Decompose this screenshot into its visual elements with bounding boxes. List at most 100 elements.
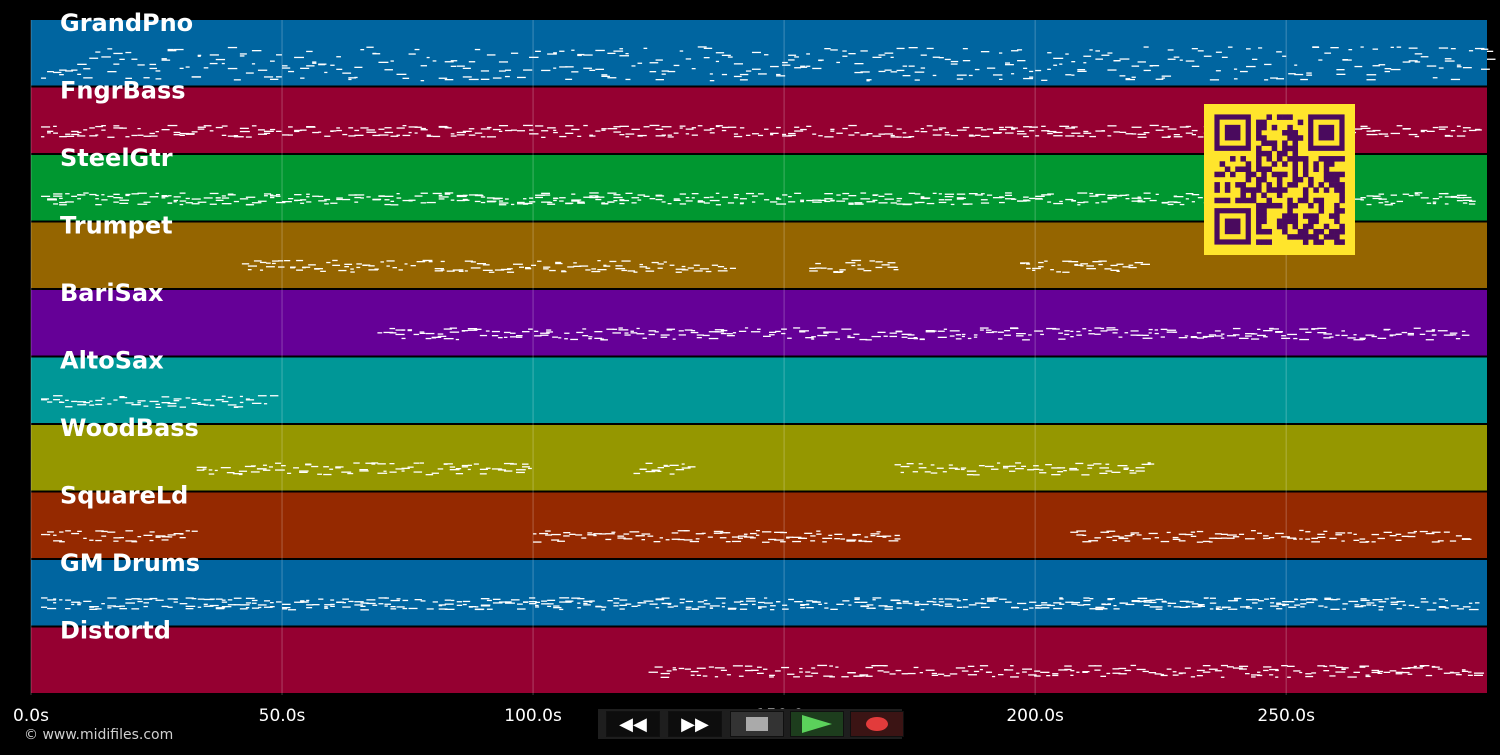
note-bar xyxy=(956,193,966,195)
note-bar xyxy=(655,128,664,130)
note-bar xyxy=(1112,672,1121,674)
note-bar xyxy=(1095,58,1103,60)
note-bar xyxy=(1083,604,1091,606)
note-bar xyxy=(324,135,331,137)
note-bar xyxy=(1353,339,1364,341)
play-button[interactable] xyxy=(790,711,844,737)
note-bar xyxy=(312,131,319,134)
note-bar xyxy=(1070,674,1074,676)
note-bar xyxy=(1125,194,1130,196)
note-bar xyxy=(655,59,663,61)
note-bar xyxy=(876,535,883,537)
note-bar xyxy=(1113,195,1123,197)
note-bar xyxy=(1059,200,1063,203)
note-bar xyxy=(269,60,275,62)
note-bar xyxy=(1197,50,1204,52)
note-bar xyxy=(889,673,896,675)
note-bar xyxy=(535,604,539,607)
note-bar xyxy=(547,605,552,607)
note-bar xyxy=(1141,463,1151,465)
note-bar xyxy=(396,197,402,199)
note-bar xyxy=(1040,333,1044,336)
note-bar xyxy=(1034,670,1041,672)
note-bar xyxy=(1461,670,1469,672)
note-bar xyxy=(726,335,735,337)
note-bar xyxy=(1312,46,1319,48)
note-bar xyxy=(800,199,805,201)
note-bar xyxy=(836,603,844,605)
note-bar xyxy=(1131,76,1136,78)
note-bar xyxy=(1010,676,1019,678)
record-button[interactable] xyxy=(850,711,904,737)
note-bar xyxy=(324,607,329,609)
note-bar xyxy=(914,604,920,606)
note-bar xyxy=(1353,539,1360,541)
note-bar xyxy=(1131,600,1140,602)
note-bar xyxy=(1106,530,1116,532)
note-bar xyxy=(1245,335,1252,337)
note-bar xyxy=(1118,667,1127,670)
note-bar xyxy=(1167,203,1174,206)
note-bar xyxy=(1112,668,1120,670)
note-bar xyxy=(470,267,481,269)
note-bar xyxy=(908,136,915,138)
note-bar xyxy=(1179,126,1189,128)
note-bar xyxy=(251,202,262,204)
note-bar xyxy=(215,608,225,610)
note-bar xyxy=(1263,669,1269,672)
note-bar xyxy=(901,336,908,338)
note-bar xyxy=(769,334,775,336)
note-bar xyxy=(306,607,313,609)
note-bar xyxy=(653,541,661,543)
stop-button[interactable] xyxy=(730,711,784,737)
note-bar xyxy=(1438,67,1444,69)
note-bar xyxy=(872,607,876,609)
note-bar xyxy=(271,260,280,262)
note-bar xyxy=(1015,462,1022,464)
note-bar xyxy=(1317,536,1326,538)
note-bar xyxy=(1149,606,1159,608)
note-bar xyxy=(1455,338,1461,340)
note-bar xyxy=(300,600,305,602)
note-bar xyxy=(1003,465,1010,468)
note-bar xyxy=(486,608,493,610)
note-bar xyxy=(1264,79,1269,81)
note-bar xyxy=(661,201,666,203)
note-bar xyxy=(979,327,989,329)
note-bar xyxy=(1456,125,1461,127)
note-bar xyxy=(119,58,125,60)
note-bar xyxy=(377,463,386,465)
note-bar xyxy=(1075,462,1084,465)
note-bar xyxy=(1420,598,1427,600)
note-bar xyxy=(1070,336,1074,338)
note-bar xyxy=(902,600,909,602)
note-bar xyxy=(1258,608,1263,610)
note-bar xyxy=(221,134,227,136)
note-bar xyxy=(1311,328,1319,330)
note-bar xyxy=(71,130,79,133)
note-bar xyxy=(1107,603,1112,605)
note-bar xyxy=(998,78,1003,80)
note-bar xyxy=(642,337,647,339)
note-bar xyxy=(294,129,302,132)
note-bar xyxy=(529,133,539,135)
note-bar xyxy=(486,54,496,56)
note-bar xyxy=(637,135,643,137)
fast-forward-button[interactable]: ▶▶ xyxy=(668,711,722,737)
note-bar xyxy=(1215,608,1223,610)
note-bar xyxy=(1105,470,1113,472)
note-bar xyxy=(282,134,289,136)
note-bar xyxy=(1329,665,1337,667)
note-bar xyxy=(1227,46,1233,48)
note-bar xyxy=(1161,201,1170,204)
note-bar xyxy=(1360,125,1368,127)
rewind-button[interactable]: ◀◀ xyxy=(606,711,660,737)
note-bar xyxy=(823,332,829,334)
note-bar xyxy=(233,406,244,408)
note-bar xyxy=(648,671,658,673)
note-bar xyxy=(565,600,574,602)
note-bar xyxy=(456,194,464,197)
note-bar xyxy=(506,271,515,273)
note-bar xyxy=(1396,46,1402,48)
note-bar xyxy=(1010,665,1014,667)
